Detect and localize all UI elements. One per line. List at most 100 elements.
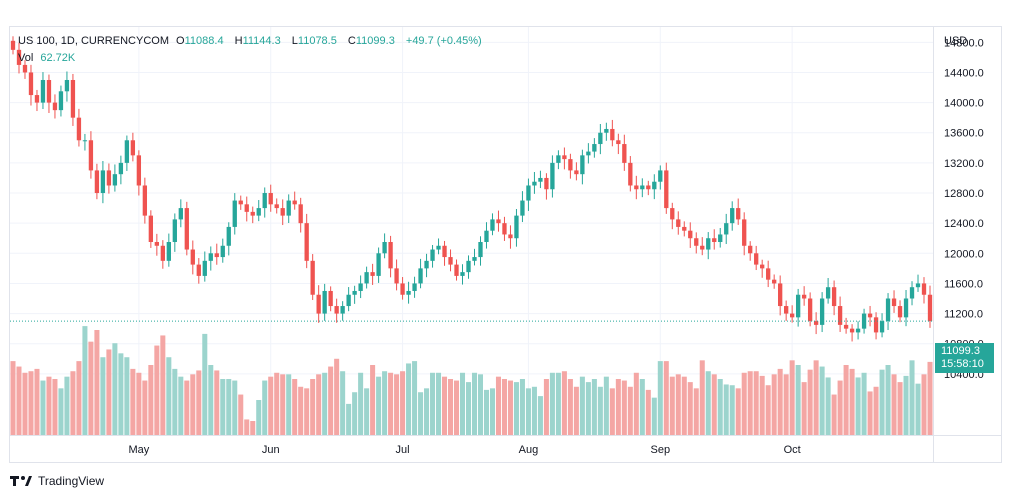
candle-body — [160, 245, 165, 261]
candle-body — [688, 230, 693, 239]
tradingview-logo-icon[interactable] — [10, 475, 32, 487]
volume-bar — [903, 375, 909, 435]
volume-bar — [921, 374, 927, 435]
volume-bar — [459, 372, 466, 435]
candle-body — [556, 155, 561, 163]
candle-body — [268, 193, 273, 205]
volume-bar — [28, 371, 34, 435]
candle-body — [148, 215, 154, 242]
volume-bar — [741, 372, 747, 435]
candle-body — [891, 298, 897, 307]
volume-bar — [645, 389, 651, 435]
candle-body — [867, 313, 873, 318]
volume-bar — [855, 377, 861, 435]
footer: TradingView — [10, 472, 104, 490]
candle-body — [460, 272, 465, 276]
volume-bar — [759, 375, 765, 435]
volume-bar — [585, 382, 591, 435]
volume-bar — [334, 358, 340, 435]
tradingview-brand[interactable]: TradingView — [38, 474, 105, 488]
candle-body — [28, 72, 34, 96]
volume-bar — [861, 372, 867, 435]
volume-bar — [747, 371, 753, 435]
candle-body — [795, 294, 801, 318]
volume-bar — [316, 374, 322, 435]
candle-body — [466, 260, 471, 273]
candle-body — [94, 170, 100, 194]
volume-bar — [681, 376, 687, 435]
volume-bar — [723, 384, 729, 435]
volume-bar — [322, 372, 328, 435]
current-price-tag: 11099.3 15:58:10 — [935, 343, 994, 373]
candle-body — [238, 200, 243, 205]
volume-bar — [238, 394, 244, 435]
volume-bar — [154, 345, 160, 435]
candle-body — [130, 140, 136, 156]
candle-body — [154, 241, 159, 246]
candle-body — [82, 140, 88, 142]
volume-legend: Vol 62.72K — [18, 52, 79, 64]
volume-bar — [573, 386, 579, 435]
candle-body — [340, 306, 345, 314]
close-key: C — [347, 35, 356, 47]
candle-body — [352, 290, 357, 295]
candle-body — [490, 219, 495, 231]
y-tick-label: 14400.0 — [944, 67, 984, 79]
candle-body — [879, 321, 885, 333]
candle-body — [298, 204, 303, 224]
candle-body — [358, 283, 363, 291]
volume-bar — [280, 374, 286, 435]
volume-bar — [190, 374, 196, 435]
candle-body — [22, 64, 28, 73]
volume-bar — [891, 374, 897, 435]
volume-bar — [148, 365, 154, 435]
candle-body — [304, 223, 309, 261]
volume-bar — [118, 353, 124, 435]
candle-body — [10, 40, 16, 50]
volume-bar — [669, 376, 675, 435]
current-price-value: 11099.3 — [941, 345, 980, 357]
volume-bar — [537, 396, 543, 435]
symbol-label[interactable]: US 100, 1D, CURRENCYCOM — [18, 35, 169, 47]
x-tick-label: Jun — [262, 444, 280, 456]
candle-body — [574, 170, 579, 175]
volume-bar — [364, 388, 370, 435]
volume-bar — [286, 374, 292, 435]
volume-bar — [513, 382, 519, 435]
candle-body — [88, 140, 94, 171]
vol-key[interactable]: Vol — [18, 52, 34, 64]
volume-bar — [675, 374, 681, 435]
volume-bar — [465, 382, 472, 435]
candle-body — [766, 268, 771, 280]
volume-bar — [178, 376, 184, 435]
candle-body — [598, 132, 603, 145]
candle-body — [801, 294, 807, 299]
volume-bar — [609, 388, 615, 435]
volume-bar — [34, 368, 40, 435]
volume-bar — [64, 376, 70, 435]
candle-body — [328, 290, 333, 307]
volume-bar — [651, 397, 657, 435]
open-key: O — [176, 35, 185, 47]
candle-body — [454, 264, 459, 276]
volume-bar — [52, 379, 58, 435]
candle-body — [382, 241, 387, 254]
volume-bar — [46, 376, 52, 435]
volume-bar — [705, 371, 711, 435]
candle-body — [232, 200, 237, 227]
volume-bar — [436, 372, 442, 435]
candle-body — [370, 272, 375, 276]
volume-bar — [873, 386, 879, 435]
candle-body — [568, 159, 573, 171]
volume-bar — [418, 392, 424, 435]
volume-bar — [909, 360, 915, 435]
volume-bar — [304, 388, 310, 435]
y-tick-label: 14800.0 — [944, 37, 984, 49]
volume-bar — [244, 419, 250, 435]
candle-body — [472, 257, 477, 261]
volume-bar — [58, 388, 64, 435]
volume-bar — [220, 379, 226, 435]
x-tick-label: Jul — [396, 444, 410, 456]
candle-body — [813, 321, 819, 325]
